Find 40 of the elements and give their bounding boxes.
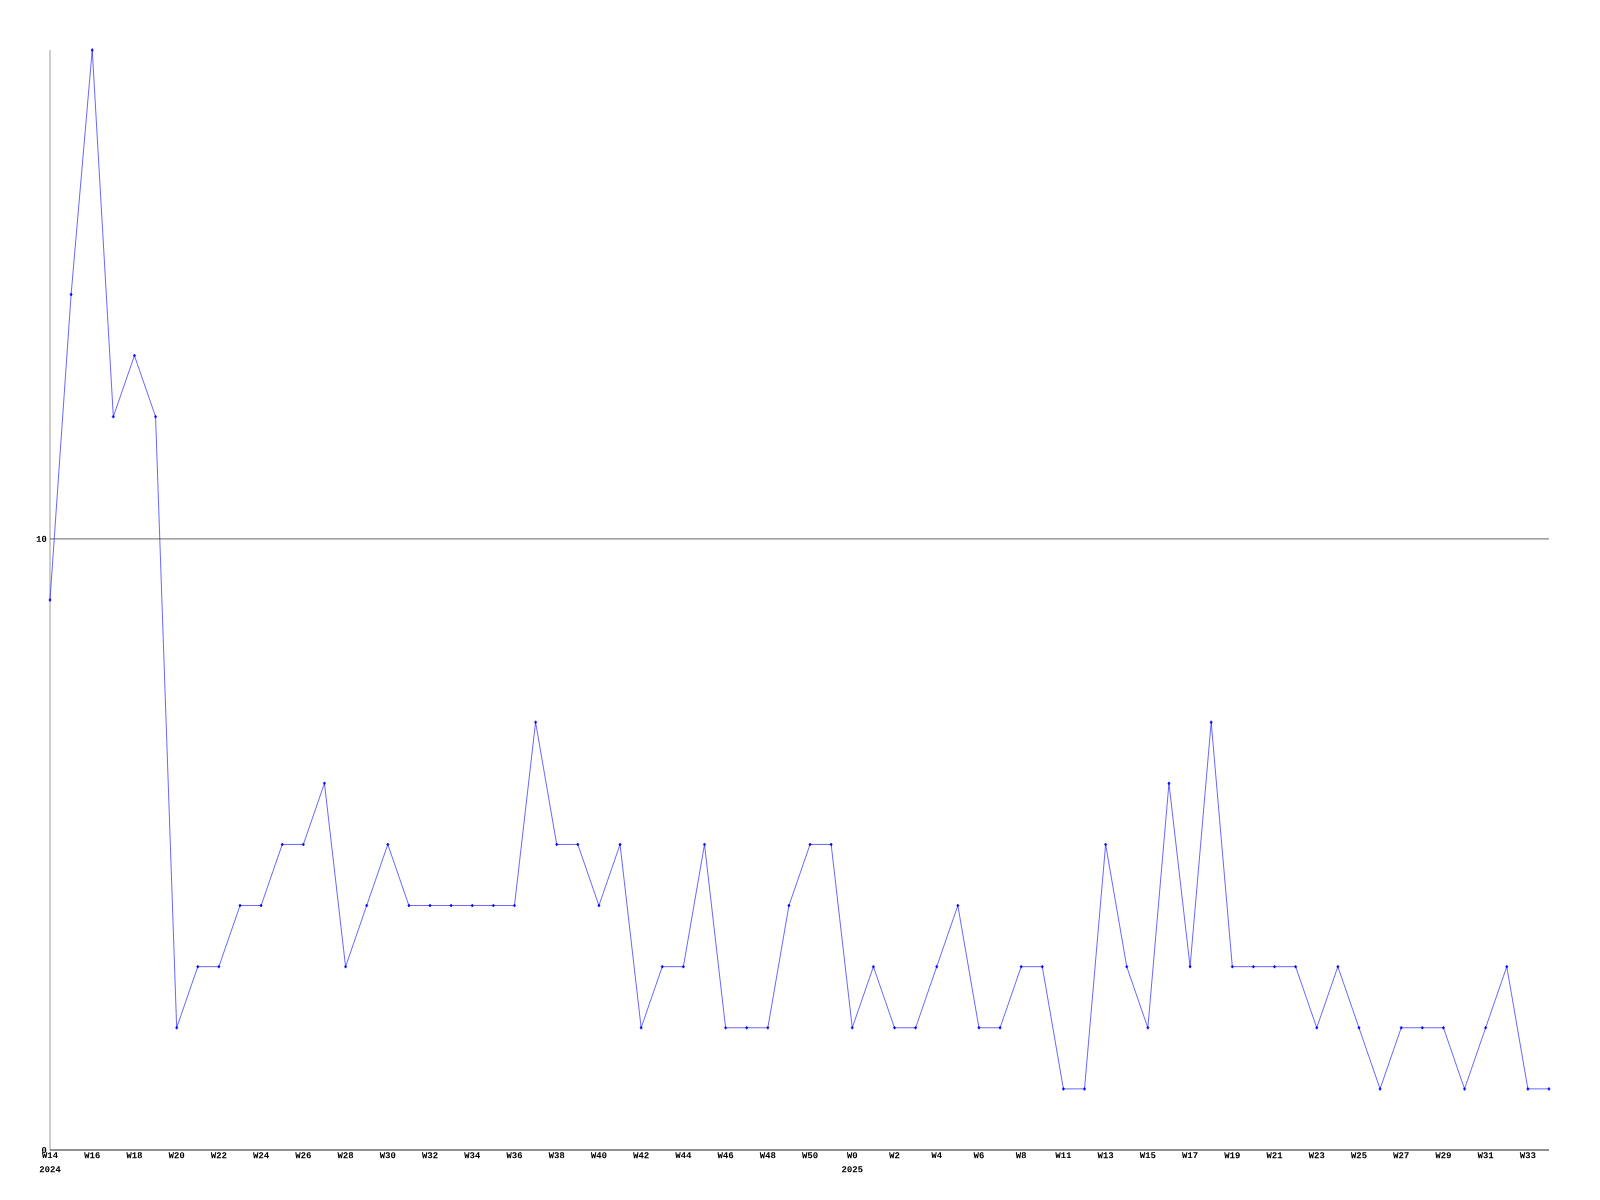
x-tick-label: W42 bbox=[633, 1152, 649, 1159]
x-tick-label: W32 bbox=[421, 1152, 438, 1159]
x-tick-label: W16 bbox=[84, 1152, 100, 1159]
y-tick-label: 10 bbox=[36, 535, 47, 542]
text: 2025 bbox=[842, 1166, 863, 1173]
x-tick-label: W18 bbox=[126, 1152, 143, 1159]
x-tick-label: W17 bbox=[1182, 1152, 1198, 1159]
x-tick-label: W36 bbox=[506, 1152, 523, 1159]
x-tick-label: W14 bbox=[41, 1152, 58, 1159]
x-tick-label: W44 bbox=[675, 1152, 692, 1159]
x-tick-label: W25 bbox=[1350, 1152, 1367, 1159]
x-tick-label: W19 bbox=[1224, 1152, 1240, 1159]
x-tick-label: W34 bbox=[464, 1152, 481, 1159]
x-tick-label: W48 bbox=[759, 1152, 776, 1159]
text: 2024 bbox=[39, 1166, 61, 1173]
x-tick-label: W33 bbox=[1519, 1152, 1536, 1159]
x-tick-label: W23 bbox=[1308, 1152, 1325, 1159]
x-tick-label: W40 bbox=[590, 1152, 607, 1159]
x-tick-label: W0 bbox=[846, 1152, 858, 1159]
x-tick-label: W27 bbox=[1393, 1152, 1409, 1159]
x-tick-label: W4 bbox=[931, 1152, 942, 1159]
x-tick-label: W13 bbox=[1097, 1152, 1114, 1159]
x-tick-label: W26 bbox=[295, 1152, 311, 1159]
x-tick-label: W28 bbox=[337, 1152, 354, 1159]
x-tick-label: W2 bbox=[889, 1152, 900, 1159]
x-tick-label: W50 bbox=[801, 1152, 818, 1159]
x-tick-label: W15 bbox=[1139, 1152, 1156, 1159]
y-tick-label: 0 bbox=[41, 1146, 47, 1154]
x-tick-label: W38 bbox=[548, 1152, 565, 1159]
x-tick-label: W24 bbox=[253, 1152, 269, 1159]
x-tick-label: W30 bbox=[379, 1152, 396, 1159]
x-tick-label: W31 bbox=[1477, 1152, 1494, 1159]
x-tick-label: W21 bbox=[1266, 1152, 1283, 1159]
x-tick-label: W29 bbox=[1435, 1152, 1451, 1159]
x-tick-label: W11 bbox=[1055, 1152, 1072, 1159]
x-tick-label: W20 bbox=[168, 1152, 185, 1159]
x-tick-label: W22 bbox=[210, 1152, 227, 1159]
x-tick-label: W8 bbox=[1015, 1152, 1027, 1159]
x-tick-label: W46 bbox=[717, 1152, 734, 1159]
x-tick-label: W6 bbox=[973, 1152, 984, 1159]
